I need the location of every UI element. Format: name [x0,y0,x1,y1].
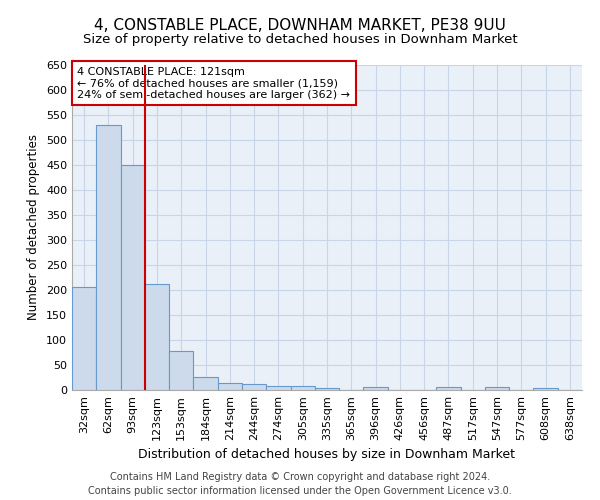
Bar [315,388,339,390]
Bar [121,165,145,390]
Bar [533,388,558,390]
Bar [145,284,169,390]
Bar [218,382,242,390]
Text: Contains public sector information licensed under the Open Government Licence v3: Contains public sector information licen… [88,486,512,496]
Y-axis label: Number of detached properties: Number of detached properties [28,134,40,320]
Text: Size of property relative to detached houses in Downham Market: Size of property relative to detached ho… [83,32,517,46]
Bar [193,376,218,390]
Bar [290,386,315,390]
Text: Contains HM Land Registry data © Crown copyright and database right 2024.: Contains HM Land Registry data © Crown c… [110,472,490,482]
Bar [72,286,96,390]
Bar [436,387,461,390]
Bar [242,384,266,390]
Bar [96,125,121,390]
X-axis label: Distribution of detached houses by size in Downham Market: Distribution of detached houses by size … [139,448,515,462]
Text: 4 CONSTABLE PLACE: 121sqm
← 76% of detached houses are smaller (1,159)
24% of se: 4 CONSTABLE PLACE: 121sqm ← 76% of detac… [77,66,350,100]
Text: 4, CONSTABLE PLACE, DOWNHAM MARKET, PE38 9UU: 4, CONSTABLE PLACE, DOWNHAM MARKET, PE38… [94,18,506,32]
Bar [169,351,193,390]
Bar [485,386,509,390]
Bar [266,386,290,390]
Bar [364,386,388,390]
